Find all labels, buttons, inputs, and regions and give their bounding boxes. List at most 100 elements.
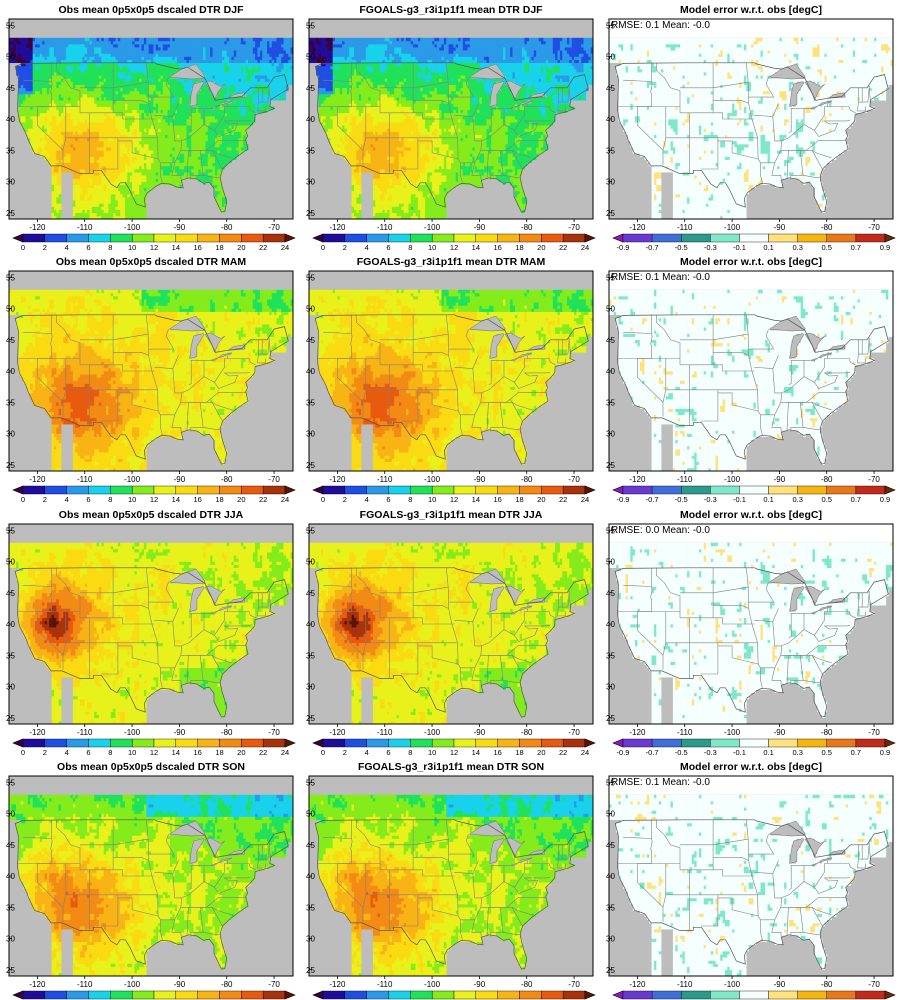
colorbar-label: -0.9 xyxy=(617,495,630,504)
colorbar-bin xyxy=(563,486,585,494)
colorbar-label: 0.1 xyxy=(763,495,773,504)
lat-tick-label: 55 xyxy=(306,778,315,787)
colorbar-max-arrow xyxy=(285,486,295,494)
lon-tick-label: -100 xyxy=(424,980,441,989)
colorbar-bin xyxy=(432,991,454,999)
colorbar-max-arrow xyxy=(285,234,295,242)
colorbar-label: 10 xyxy=(128,243,136,252)
colorbar-max-arrow xyxy=(585,486,595,494)
lat-tick-label: 30 xyxy=(306,178,315,187)
panel-title: Obs mean 0p5x0p5 dscaled DTR SON xyxy=(57,761,245,773)
colorbar-bin xyxy=(652,234,681,242)
colorbar-label: 20 xyxy=(537,748,545,757)
colorbar-bin xyxy=(367,234,389,242)
colorbar-bin xyxy=(498,486,520,494)
lat-tick-label: 25 xyxy=(606,714,615,723)
lon-tick-label: -70 xyxy=(868,223,880,232)
colorbar-label: 14 xyxy=(472,748,480,757)
lat-tick-label: 40 xyxy=(306,115,315,124)
colorbar-bin xyxy=(541,486,563,494)
colorbar-bin xyxy=(198,234,220,242)
colorbar-bin xyxy=(410,739,432,747)
lon-tick-label: -100 xyxy=(124,223,141,232)
lat-tick-label: 45 xyxy=(606,589,615,598)
lat-tick-label: 40 xyxy=(306,872,315,881)
lon-tick-label: -80 xyxy=(821,223,833,232)
colorbar-label: 4 xyxy=(365,243,369,252)
map-panel-mam-obs: Obs mean 0p5x0p5 dscaled DTR MAM-120 -110… xyxy=(6,256,295,504)
map-panel-son-model: FGOALS-g3_r3i1p1f1 mean DTR SON-120 -110-… xyxy=(306,761,595,1000)
lat-tick-label: 45 xyxy=(606,841,615,850)
map-panel-djf-error: Model error w.r.t. obs [degC]-120 -110 -10… xyxy=(606,4,895,252)
colorbar-bin xyxy=(520,234,542,242)
colorbar-bin xyxy=(154,234,176,242)
colorbar-max-arrow xyxy=(285,739,295,747)
colorbar-bin xyxy=(769,234,798,242)
colorbar-bin xyxy=(410,486,432,494)
colorbar-bin xyxy=(220,234,242,242)
colorbar-bin xyxy=(110,739,132,747)
colorbar-bin xyxy=(498,991,520,999)
colorbar-bin xyxy=(367,991,389,999)
lat-tick-label: 30 xyxy=(606,683,615,692)
colorbar-label: 16 xyxy=(493,748,501,757)
colorbar-bin xyxy=(681,991,710,999)
colorbar-label: 12 xyxy=(450,495,458,504)
colorbar-bin xyxy=(45,739,67,747)
colorbar-bin xyxy=(798,234,827,242)
colorbar-bin xyxy=(710,739,739,747)
lat-tick-label: 25 xyxy=(606,461,615,470)
colorbar-bin xyxy=(798,991,827,999)
colorbar-bin xyxy=(323,739,345,747)
lon-tick-label: -120 xyxy=(329,223,346,232)
colorbar-bin xyxy=(154,486,176,494)
colorbar-bin xyxy=(89,991,111,999)
colorbar-max-arrow xyxy=(285,991,295,999)
colorbar-label: 22 xyxy=(259,495,267,504)
colorbar-bin xyxy=(45,234,67,242)
map-panel-son-error: Model error w.r.t. obs [degC]-120 -110 -10… xyxy=(606,761,895,1000)
colorbar-bin xyxy=(263,234,285,242)
colorbar-bin xyxy=(241,991,263,999)
colorbar-label: -0.7 xyxy=(646,495,659,504)
colorbar-min-arrow xyxy=(613,486,623,494)
lat-tick-label: 40 xyxy=(606,115,615,124)
lon-tick-label: -80 xyxy=(821,728,833,737)
colorbar-label: 4 xyxy=(65,243,69,252)
lat-tick-label: 45 xyxy=(6,84,15,93)
lat-tick-label: 40 xyxy=(606,620,615,629)
colorbar-bin xyxy=(389,991,411,999)
colorbar-max-arrow xyxy=(585,991,595,999)
colorbar-label: 18 xyxy=(515,748,523,757)
colorbar-label: 2 xyxy=(343,748,347,757)
colorbar-min-arrow xyxy=(13,234,23,242)
colorbar-bin xyxy=(827,234,856,242)
lon-tick-label: -120 xyxy=(629,980,646,989)
lon-tick-label: -80 xyxy=(521,728,533,737)
colorbar-bin xyxy=(798,739,827,747)
colorbar-label: 6 xyxy=(86,495,90,504)
colorbar-label: 8 xyxy=(408,495,412,504)
colorbar-bin xyxy=(476,234,498,242)
colorbar-bin xyxy=(23,991,45,999)
colorbar-bin xyxy=(541,234,563,242)
colorbar-bin xyxy=(498,739,520,747)
colorbar-bin xyxy=(45,486,67,494)
colorbar-bin xyxy=(798,486,827,494)
colorbar-label: 14 xyxy=(472,243,480,252)
lat-tick-label: 40 xyxy=(606,367,615,376)
colorbar-min-arrow xyxy=(613,739,623,747)
lat-tick-label: 55 xyxy=(306,21,315,30)
lat-tick-label: 45 xyxy=(306,336,315,345)
lon-tick-label: -120 xyxy=(629,223,646,232)
map-panel-jja-obs: Obs mean 0p5x0p5 dscaled DTR JJA-120 -110… xyxy=(6,509,295,757)
lat-tick-label: 35 xyxy=(6,146,15,155)
colorbar-bin xyxy=(23,739,45,747)
lat-tick-label: 35 xyxy=(6,651,15,660)
colorbar-bin xyxy=(827,486,856,494)
lon-tick-label: -70 xyxy=(868,980,880,989)
lat-tick-label: 45 xyxy=(306,841,315,850)
